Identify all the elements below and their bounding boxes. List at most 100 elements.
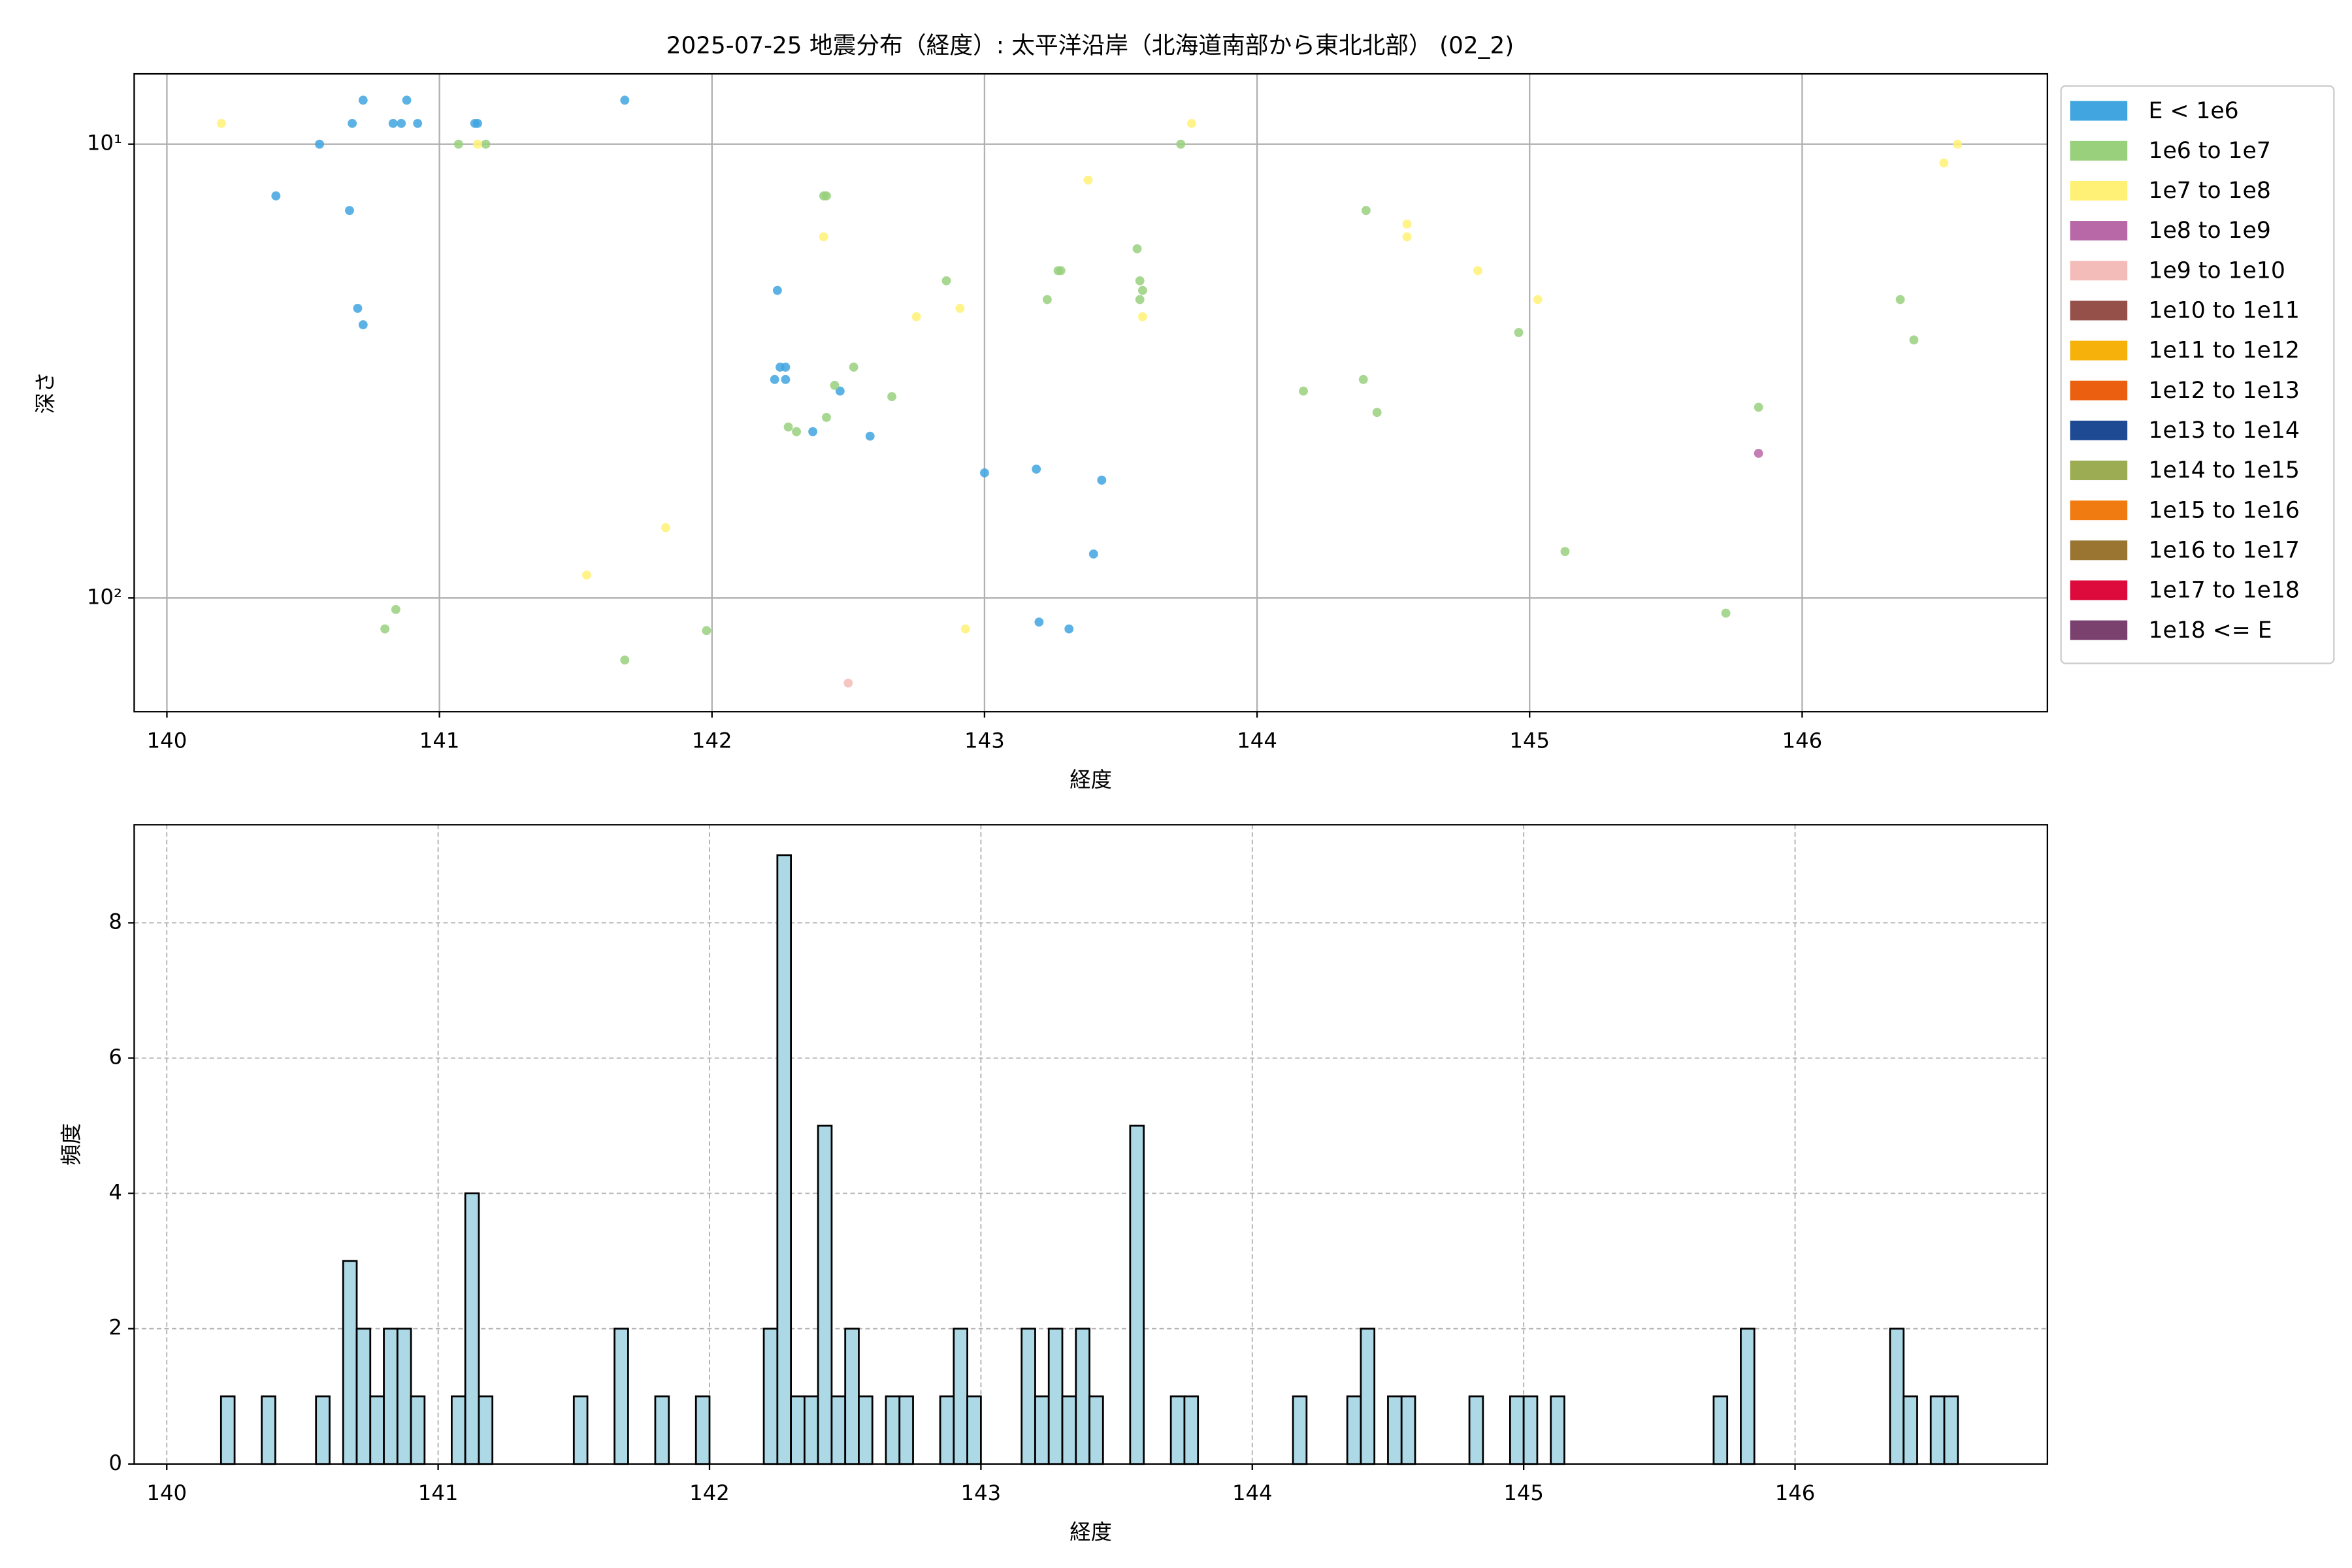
legend-swatch — [2070, 580, 2128, 600]
point — [1473, 266, 1482, 276]
point — [1754, 402, 1763, 412]
point — [1137, 312, 1147, 321]
bar — [654, 1395, 670, 1465]
bar — [261, 1395, 276, 1465]
legend-swatch — [2070, 221, 2128, 241]
y-axis-label: 頻度 — [59, 1123, 84, 1166]
point — [960, 624, 970, 634]
point — [473, 118, 482, 128]
point — [819, 232, 828, 242]
bar — [1183, 1395, 1200, 1465]
bar — [1061, 1395, 1077, 1465]
y-tick-label: 2 — [108, 1315, 122, 1340]
point — [453, 139, 463, 149]
point — [1042, 295, 1052, 304]
point — [413, 118, 423, 128]
point — [941, 276, 951, 286]
x-tick-label: 145 — [1503, 1480, 1544, 1505]
bar — [966, 1395, 982, 1465]
legend-label: 1e11 to 1e12 — [2148, 338, 2299, 364]
point — [271, 191, 281, 201]
point — [1034, 617, 1044, 627]
bar — [803, 1395, 819, 1465]
legend-swatch — [2070, 301, 2128, 321]
point — [1064, 624, 1074, 634]
point — [397, 118, 406, 128]
point — [1533, 295, 1543, 304]
point — [1358, 374, 1368, 384]
point — [781, 363, 791, 372]
x-tick-label: 145 — [1509, 728, 1550, 753]
bar — [885, 1395, 901, 1465]
point — [353, 304, 363, 313]
bar — [1088, 1395, 1104, 1465]
point — [911, 312, 921, 321]
bar — [478, 1395, 494, 1465]
x-tick-label: 143 — [961, 1480, 1002, 1505]
bar — [1550, 1395, 1565, 1465]
point — [835, 386, 845, 396]
x-tick-label: 140 — [146, 1480, 187, 1505]
x-tick-label: 146 — [1775, 1480, 1816, 1505]
bar — [613, 1328, 629, 1465]
point — [1362, 206, 1371, 216]
legend-label: 1e9 to 1e10 — [2148, 257, 2285, 284]
point — [1514, 327, 1524, 337]
legend-label: 1e13 to 1e14 — [2148, 417, 2299, 444]
legend-label: 1e7 to 1e8 — [2148, 178, 2270, 204]
bar — [1075, 1328, 1090, 1465]
plot-frame — [133, 824, 2048, 1465]
legend-label: 1e18 <= E — [2148, 617, 2272, 644]
point — [1402, 220, 1412, 229]
bar — [464, 1192, 480, 1465]
legend-label: E < 1e6 — [2148, 98, 2238, 124]
bar — [355, 1328, 372, 1465]
legend-label: 1e14 to 1e15 — [2148, 457, 2299, 483]
legend-label: 1e12 to 1e13 — [2148, 378, 2299, 404]
point — [380, 624, 390, 634]
x-tick-label: 140 — [147, 728, 188, 753]
bar — [1169, 1395, 1186, 1465]
x-tick-label: 144 — [1232, 1480, 1273, 1505]
chart-title: 2025-07-25 地震分布（経度）: 太平洋沿岸（北海道南部から東北北部） … — [666, 33, 1514, 59]
bar — [1346, 1395, 1362, 1465]
point — [1953, 139, 1963, 149]
point — [1560, 547, 1570, 557]
point — [358, 320, 368, 330]
point — [1083, 175, 1093, 185]
point — [822, 412, 831, 422]
x-tick-label: 141 — [418, 1480, 459, 1505]
y-axis-label: 深さ — [33, 372, 58, 414]
legend-swatch — [2070, 101, 2128, 121]
bar — [939, 1395, 955, 1465]
legend-swatch — [2070, 540, 2128, 561]
point — [1097, 476, 1107, 485]
plot-frame — [133, 73, 2048, 713]
bar — [1360, 1328, 1376, 1465]
legend-label: 1e8 to 1e9 — [2148, 218, 2270, 244]
point — [481, 139, 491, 149]
x-axis-label: 経度 — [1070, 1520, 1112, 1544]
legend-swatch — [2070, 461, 2128, 480]
point — [783, 422, 793, 432]
point — [772, 286, 782, 295]
point — [1132, 244, 1142, 253]
point — [1176, 139, 1186, 149]
point — [1137, 286, 1147, 295]
bar — [1522, 1395, 1539, 1465]
point — [808, 427, 818, 436]
bar — [369, 1395, 385, 1465]
y-tick-label: 4 — [108, 1180, 122, 1205]
point — [1299, 386, 1308, 396]
bar — [1943, 1395, 1959, 1465]
point — [391, 604, 400, 614]
point — [1939, 158, 1949, 168]
x-tick-label: 142 — [689, 1480, 730, 1505]
bar — [694, 1395, 711, 1465]
point — [1056, 266, 1066, 276]
point — [348, 118, 357, 128]
point — [581, 570, 591, 580]
bar — [1929, 1395, 1946, 1465]
bar — [1387, 1395, 1403, 1465]
